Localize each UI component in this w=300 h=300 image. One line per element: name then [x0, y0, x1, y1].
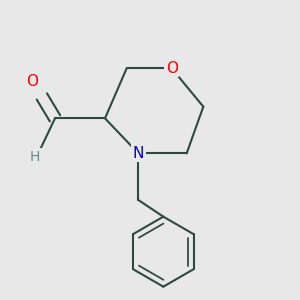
- Text: O: O: [166, 61, 178, 76]
- Text: H: H: [30, 150, 40, 164]
- Text: O: O: [26, 74, 38, 89]
- Text: N: N: [133, 146, 144, 161]
